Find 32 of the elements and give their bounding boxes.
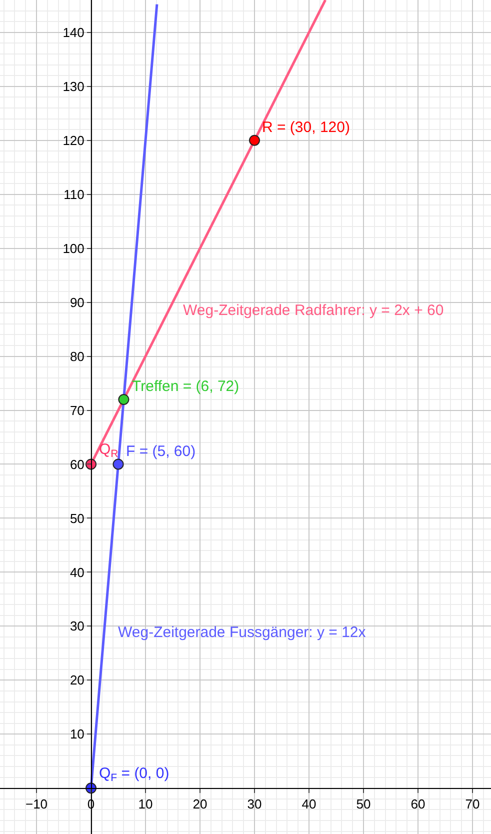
x-tick-label: −10 [25, 796, 48, 812]
y-tick-label: 140 [62, 24, 84, 40]
annotation: R = (30, 120) [262, 119, 350, 136]
y-tick-label: 110 [64, 186, 84, 202]
annotation: Q$_{F}$ = (0, 0) [99, 765, 170, 784]
x-tick-label: 30 [247, 796, 262, 812]
x-tick-label: 20 [192, 796, 208, 812]
point [112, 458, 124, 470]
x-tick-label: 70 [465, 796, 480, 812]
annotation: F = (5, 60) [126, 443, 196, 460]
y-tick-label: 50 [70, 510, 84, 526]
y-tick-label: 90 [70, 294, 84, 310]
point [248, 134, 260, 146]
y-tick-label: 70 [70, 402, 84, 418]
annotation: Weg-Zeitgerade Fussgänger: y = 12x [118, 624, 366, 641]
y-tick-label: 30 [70, 618, 84, 634]
y-tick-label: 20 [70, 672, 84, 688]
y-tick-label: 40 [70, 564, 84, 580]
annotation: Weg-Zeitgerade Radfahrer: y = 2x + 60 [183, 302, 444, 319]
x-tick-label: 60 [410, 796, 426, 812]
annotation: Treffen = (6, 72) [132, 378, 240, 395]
y-tick-label: 100 [62, 240, 84, 256]
y-tick-label: 120 [62, 132, 84, 148]
point [118, 394, 130, 405]
y-tick-label: 10 [70, 726, 84, 742]
x-tick-label: 10 [138, 796, 153, 812]
y-tick-label: 130 [62, 78, 84, 94]
y-tick-label: 60 [70, 456, 84, 472]
x-tick-label: 50 [356, 796, 371, 812]
annotation: Q$_{R}$ [99, 441, 119, 460]
y-tick-label: 80 [70, 348, 84, 364]
x-tick-label: 40 [302, 796, 316, 812]
